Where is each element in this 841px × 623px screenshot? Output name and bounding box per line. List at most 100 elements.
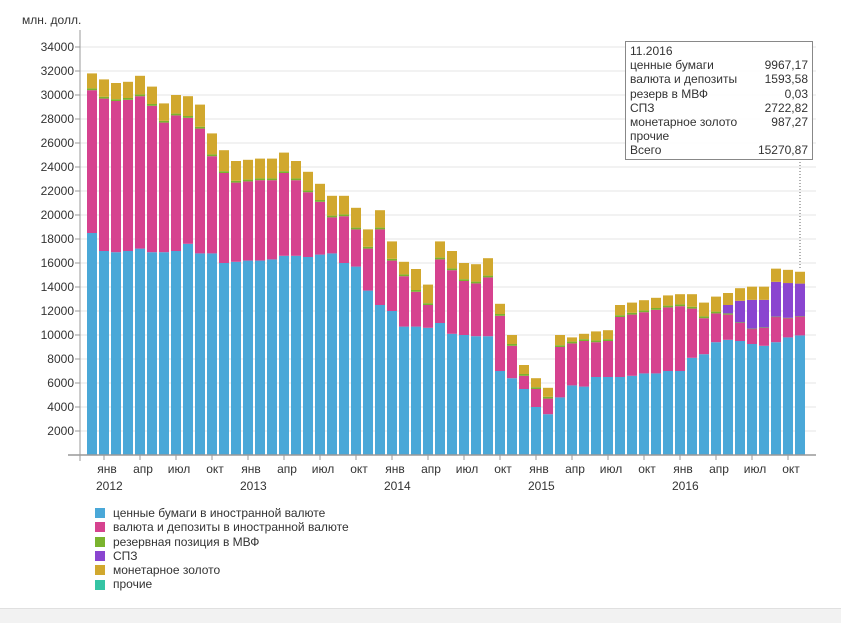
bar-segment-securities — [279, 255, 289, 455]
bar-segment-gold — [123, 81, 133, 98]
bar-stack-02.2016[interactable] — [687, 294, 697, 455]
bar-stack-07.2016[interactable] — [747, 286, 757, 455]
legend-item[interactable]: валюта и депозиты в иностранной валюте — [95, 520, 349, 534]
bar-stack-10.2012[interactable] — [207, 133, 217, 455]
bar-stack-11.2013[interactable] — [363, 229, 373, 455]
bar-stack-07.2012[interactable] — [171, 95, 181, 455]
bar-stack-01.2015[interactable] — [531, 378, 541, 455]
bar-segment-deposits — [183, 117, 193, 244]
bar-stack-11.2014[interactable] — [507, 335, 517, 455]
bar-stack-06.2016[interactable] — [735, 288, 745, 455]
legend-item[interactable]: резервная позиция в МВФ — [95, 535, 349, 549]
bar-stack-11.2015[interactable] — [651, 297, 661, 455]
bar-stack-12.2015[interactable] — [663, 295, 673, 455]
bar-stack-02.2014[interactable] — [399, 261, 409, 455]
bar-stack-04.2016[interactable] — [711, 296, 721, 455]
legend-item[interactable]: СПЗ — [95, 549, 349, 563]
bar-stack-10.2014[interactable] — [495, 303, 505, 455]
bar-segment-gold — [291, 161, 301, 179]
bar-stack-06.2013[interactable] — [303, 171, 313, 455]
bar-stack-02.2012[interactable] — [111, 83, 121, 455]
bar-stack-09.2016[interactable] — [771, 268, 781, 455]
bar-stack-03.2012[interactable] — [123, 81, 133, 455]
bar-stack-07.2015[interactable] — [603, 330, 613, 455]
x-year-label: 2013 — [240, 479, 267, 493]
bar-stack-12.2013[interactable] — [375, 210, 385, 455]
bar-stack-01.2012[interactable] — [99, 79, 109, 455]
bar-segment-gold — [747, 286, 757, 300]
bar-stack-10.2016[interactable] — [783, 269, 793, 455]
bars[interactable] — [87, 73, 805, 455]
bar-segment-imf — [639, 310, 649, 313]
bar-stack-03.2013[interactable] — [267, 158, 277, 455]
bar-stack-09.2015[interactable] — [627, 302, 637, 455]
bar-segment-imf — [339, 214, 349, 217]
x-tick-label: апр — [133, 462, 153, 476]
bar-stack-05.2014[interactable] — [435, 241, 445, 455]
bar-segment-deposits — [243, 181, 253, 261]
bar-segment-deposits — [87, 90, 97, 233]
legend-item[interactable]: монетарное золото — [95, 563, 349, 577]
bar-stack-08.2012[interactable] — [183, 96, 193, 455]
bar-stack-09.2012[interactable] — [195, 104, 205, 455]
bar-stack-10.2013[interactable] — [351, 207, 361, 455]
bar-stack-09.2013[interactable] — [339, 195, 349, 455]
bar-segment-gold — [723, 293, 733, 305]
bar-segment-gold — [531, 378, 541, 388]
bar-segment-deposits — [627, 314, 637, 376]
bar-stack-02.2013[interactable] — [255, 158, 265, 455]
bar-segment-gold — [567, 337, 577, 342]
bar-segment-gold — [351, 207, 361, 228]
bar-stack-06.2014[interactable] — [447, 251, 457, 455]
bar-segment-imf — [375, 227, 385, 230]
bar-stack-03.2015[interactable] — [555, 335, 565, 455]
bar-segment-securities — [363, 290, 373, 455]
bar-stack-06.2015[interactable] — [591, 331, 601, 455]
bar-stack-04.2013[interactable] — [279, 152, 289, 455]
bar-segment-securities — [723, 339, 733, 455]
bar-stack-08.2015[interactable] — [615, 305, 625, 455]
bar-stack-09.2014[interactable] — [483, 258, 493, 455]
bar-stack-02.2015[interactable] — [543, 387, 553, 455]
bar-stack-05.2016[interactable] — [723, 293, 733, 455]
bar-stack-03.2016[interactable] — [699, 302, 709, 455]
bar-stack-11.2016[interactable] — [795, 271, 805, 455]
bar-stack-05.2015[interactable] — [579, 333, 589, 455]
bar-segment-gold — [399, 261, 409, 275]
bar-segment-securities — [543, 414, 553, 455]
legend-item[interactable]: прочие — [95, 577, 349, 591]
bar-stack-12.2012[interactable] — [231, 161, 241, 455]
bar-stack-11.2012[interactable] — [219, 150, 229, 455]
bar-stack-08.2013[interactable] — [327, 195, 337, 455]
bar-stack-05.2012[interactable] — [147, 86, 157, 455]
bar-segment-imf — [399, 274, 409, 277]
bar-stack-05.2013[interactable] — [291, 161, 301, 455]
bottom-bar — [0, 608, 841, 623]
bar-stack-10.2015[interactable] — [639, 300, 649, 455]
tooltip-row: монетарное золото 987,27 — [630, 115, 808, 129]
tooltip-row: ценные бумаги 9967,17 — [630, 58, 808, 72]
legend-item[interactable]: ценные бумаги в иностранной валюте — [95, 506, 349, 520]
bar-stack-06.2012[interactable] — [159, 103, 169, 455]
bar-stack-04.2015[interactable] — [567, 337, 577, 455]
bar-stack-01.2013[interactable] — [243, 159, 253, 455]
bar-stack-03.2014[interactable] — [411, 269, 421, 455]
legend-swatch — [95, 579, 105, 590]
bar-stack-12.2011[interactable] — [87, 73, 97, 455]
bar-stack-07.2013[interactable] — [315, 183, 325, 455]
bar-stack-01.2016[interactable] — [675, 294, 685, 455]
bar-segment-imf — [87, 88, 97, 91]
x-axis: янв 2012 апр июл окт янв 2013 апр июл окт янв 2014 а… — [68, 454, 816, 493]
bar-stack-01.2014[interactable] — [387, 241, 397, 455]
bar-stack-08.2014[interactable] — [471, 264, 481, 455]
tooltip-row: Всего 15270,87 — [630, 143, 808, 157]
bar-segment-imf — [531, 387, 541, 389]
bar-segment-imf — [687, 306, 697, 309]
bar-stack-12.2014[interactable] — [519, 365, 529, 455]
x-year-label: 2012 — [96, 479, 123, 493]
bar-stack-08.2016[interactable] — [759, 286, 769, 455]
bar-segment-sdr — [747, 299, 757, 329]
bar-stack-07.2014[interactable] — [459, 263, 469, 455]
bar-stack-04.2014[interactable] — [423, 284, 433, 455]
bar-stack-04.2012[interactable] — [135, 75, 145, 455]
